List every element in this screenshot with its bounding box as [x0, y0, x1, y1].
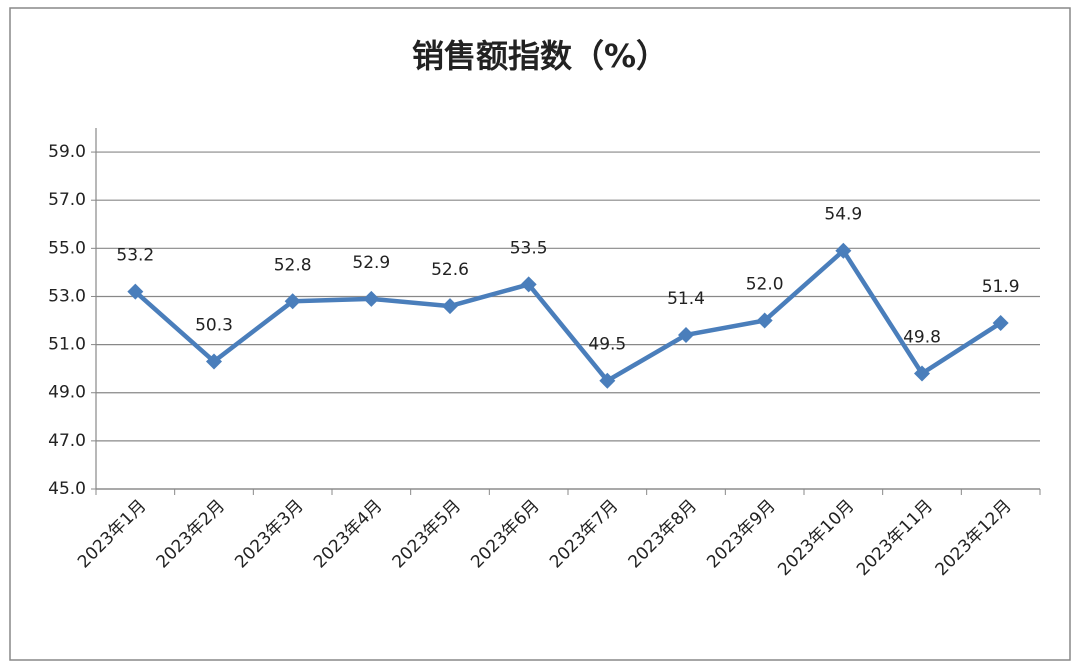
- y-tick-label: 53.0: [48, 286, 86, 306]
- point: [914, 365, 930, 382]
- y-tick-label: 47.0: [48, 431, 86, 451]
- point: [284, 293, 301, 310]
- y-tick-label: 51.0: [48, 335, 86, 355]
- point: [678, 326, 694, 343]
- point: [206, 353, 222, 370]
- point: [835, 242, 852, 259]
- data-label: 49.5: [588, 335, 626, 355]
- y-tick-label: 45.0: [48, 479, 86, 499]
- data-label: 52.0: [746, 275, 784, 295]
- data-label: 52.6: [431, 260, 469, 280]
- data-label: 53.2: [116, 246, 154, 266]
- y-tick-label: 59.0: [48, 142, 86, 162]
- point: [520, 276, 537, 293]
- y-tick-label: 49.0: [48, 383, 86, 403]
- data-label: 49.8: [903, 327, 941, 347]
- data-label: 54.9: [824, 205, 862, 225]
- point: [363, 290, 380, 307]
- chart-border: [9, 7, 1071, 661]
- point: [599, 372, 616, 389]
- chart-title: 销售额指数（%）: [412, 37, 668, 75]
- point: [127, 283, 144, 300]
- data-label: 51.4: [667, 289, 705, 309]
- data-label: 50.3: [195, 315, 233, 335]
- point: [442, 298, 458, 315]
- y-tick-label: 57.0: [48, 190, 86, 210]
- data-label: 53.5: [510, 238, 548, 258]
- point: [756, 312, 773, 329]
- point: [992, 314, 1009, 331]
- data-label: 52.8: [274, 255, 312, 275]
- y-tick-label: 55.0: [48, 238, 86, 258]
- data-label: 52.9: [352, 253, 390, 273]
- data-label: 51.9: [982, 277, 1020, 297]
- line: [133, 248, 1002, 383]
